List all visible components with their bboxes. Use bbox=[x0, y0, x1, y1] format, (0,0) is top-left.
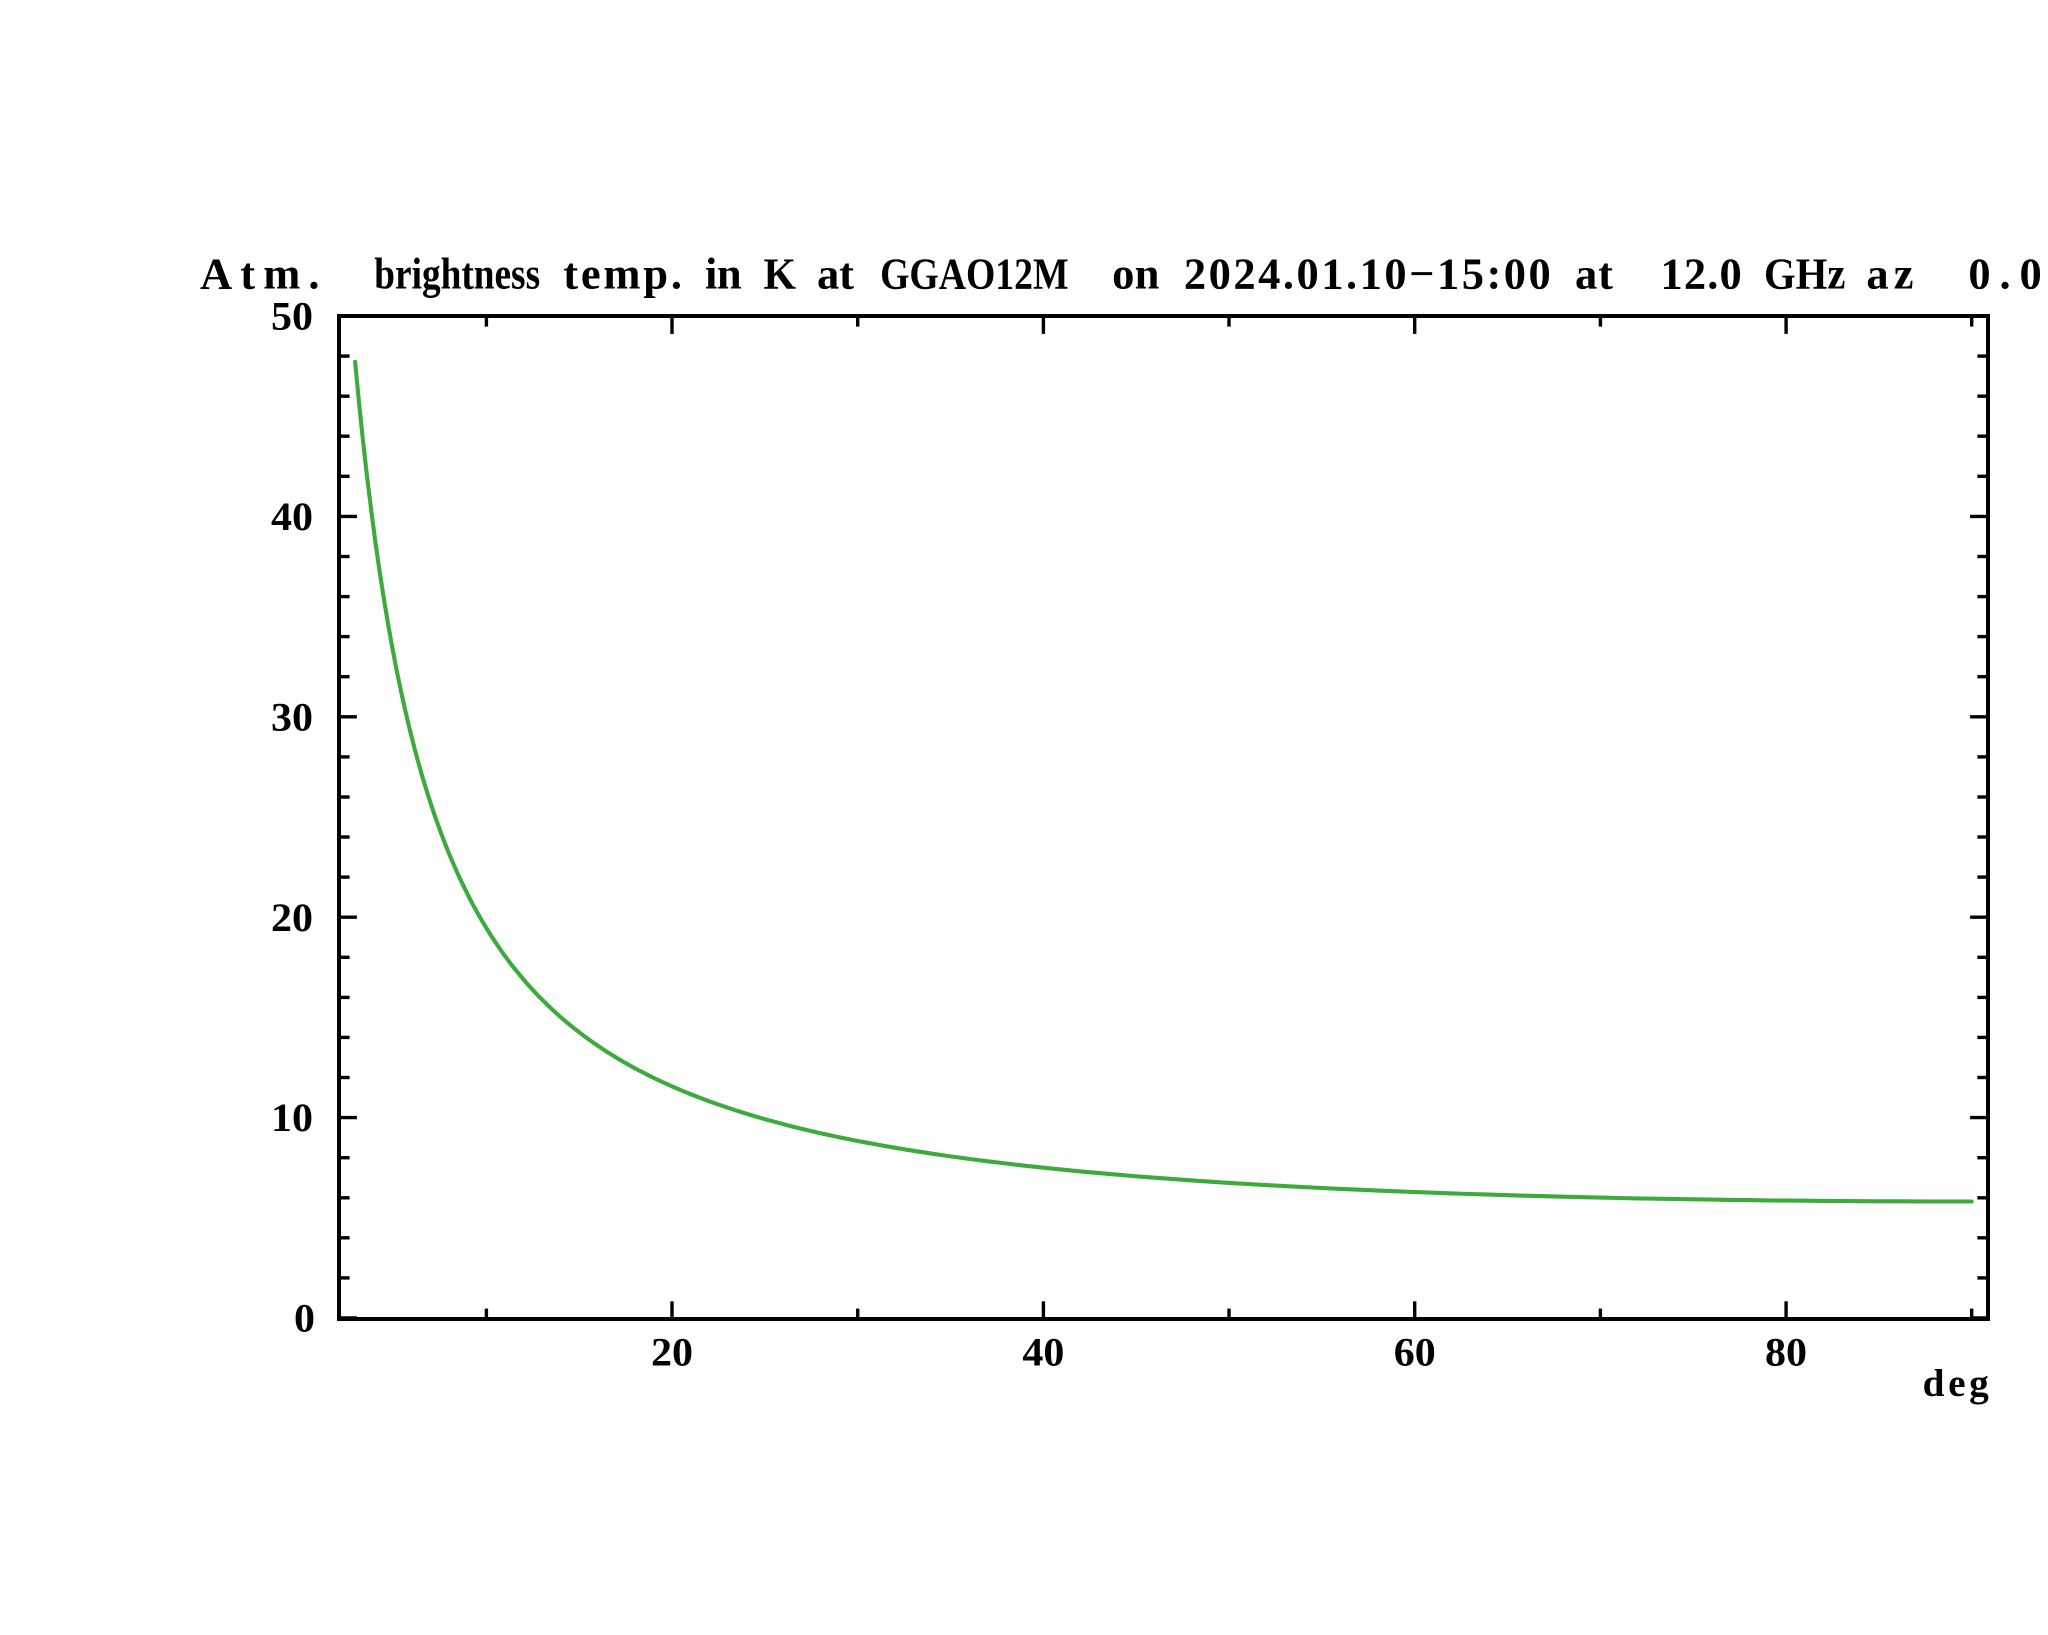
svg-text:GHz: GHz bbox=[1764, 249, 1845, 299]
svg-text:temp.: temp. bbox=[563, 249, 682, 299]
svg-text:80: 80 bbox=[1765, 1330, 1807, 1375]
svg-text:0: 0 bbox=[294, 1296, 315, 1341]
svg-text:50: 50 bbox=[271, 294, 313, 339]
svg-text:12.0: 12.0 bbox=[1661, 249, 1742, 299]
svg-text:in: in bbox=[705, 249, 742, 299]
svg-text:40: 40 bbox=[1022, 1330, 1064, 1375]
svg-text:60: 60 bbox=[1394, 1330, 1436, 1375]
svg-text:brightness: brightness bbox=[374, 249, 540, 299]
svg-text:30: 30 bbox=[271, 694, 313, 739]
svg-text:on: on bbox=[1112, 249, 1160, 299]
svg-text:0.0: 0.0 bbox=[1968, 249, 2041, 299]
svg-text:at: at bbox=[1575, 249, 1613, 299]
svg-text:deg: deg bbox=[1923, 1361, 1990, 1405]
svg-text:2024.01.10−15:00: 2024.01.10−15:00 bbox=[1184, 249, 1551, 299]
svg-text:at: at bbox=[817, 249, 854, 299]
svg-text:10: 10 bbox=[271, 1095, 313, 1140]
svg-text:20: 20 bbox=[651, 1330, 693, 1375]
svg-text:K: K bbox=[764, 249, 797, 299]
svg-text:GGAO12M: GGAO12M bbox=[880, 249, 1069, 299]
svg-text:40: 40 bbox=[271, 494, 313, 539]
svg-text:20: 20 bbox=[271, 895, 313, 940]
